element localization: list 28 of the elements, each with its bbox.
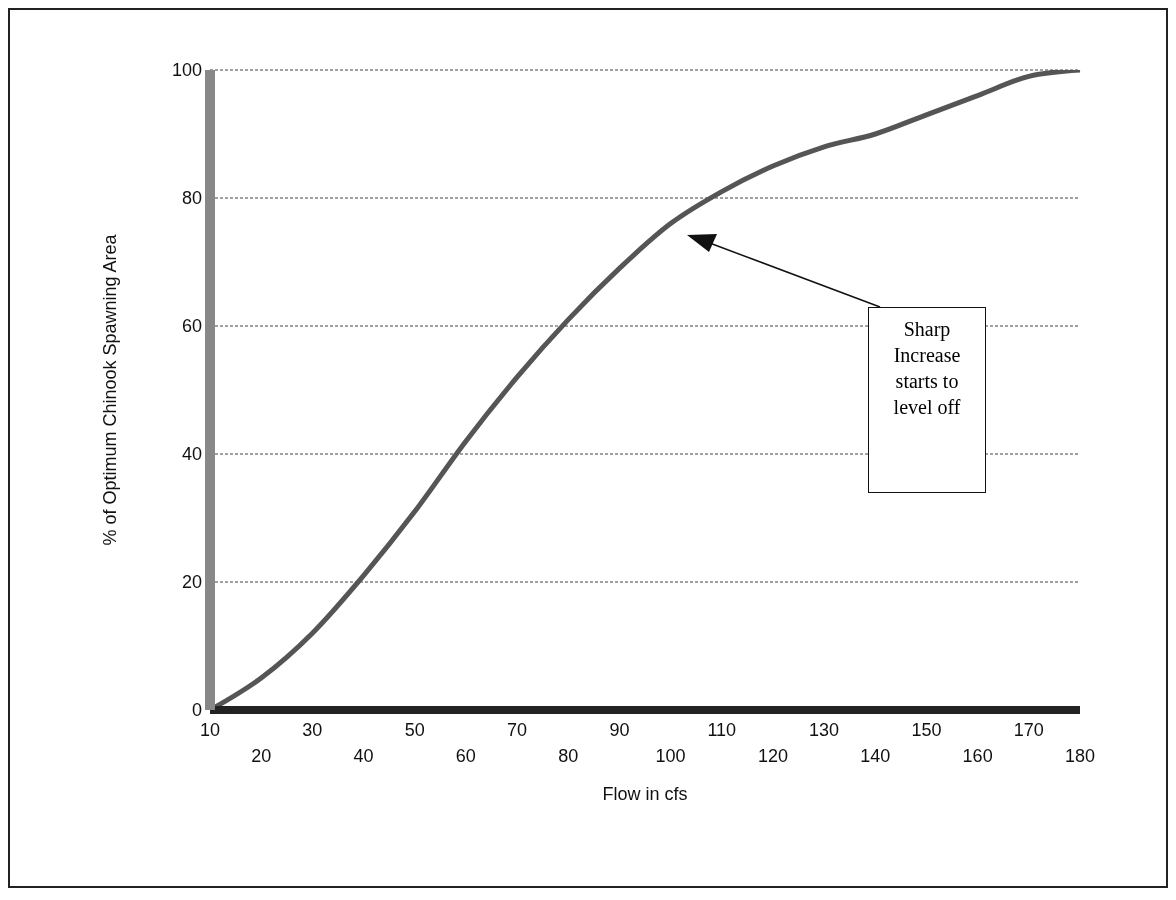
x-tick-label: 30	[302, 720, 323, 740]
x-tick-label: 60	[455, 746, 476, 766]
x-tick-label: 10	[199, 720, 221, 740]
y-tick-label: 100	[171, 60, 202, 81]
y-tick-label: 60	[181, 316, 202, 337]
x-tick-label: 110	[707, 720, 737, 740]
y-tick-label: 0	[191, 700, 202, 721]
y-tick-label: 80	[181, 188, 202, 209]
x-tick-label: 40	[353, 746, 374, 766]
note-box: Sharp Increase starts to level off	[868, 307, 986, 493]
y-axis-title: % of Optimum Chinook Spawning Area	[100, 233, 121, 546]
x-tick-label: 80	[558, 746, 579, 766]
x-tick-label: 20	[251, 746, 272, 766]
x-tick-label: 90	[609, 720, 630, 740]
x-tick-label: 180	[1064, 746, 1096, 766]
x-tick-label: 140	[860, 746, 891, 766]
x-tick-label: 70	[507, 720, 528, 740]
x-tick-label: 130	[809, 720, 840, 740]
x-axis-title: Flow in cfs	[602, 784, 688, 804]
annotation: Sharp Increase starts to level off	[892, 317, 962, 420]
x-tick-label: 120	[757, 746, 788, 766]
y-tick-label: 40	[181, 444, 202, 465]
x-tick-label: 100	[655, 746, 686, 766]
y-tick-label: 20	[181, 572, 202, 593]
x-tick-label: 50	[404, 720, 425, 740]
x-tick-label: 170	[1013, 720, 1044, 740]
x-tick-label: 150	[911, 720, 942, 740]
x-tick-label: 160	[962, 746, 993, 766]
